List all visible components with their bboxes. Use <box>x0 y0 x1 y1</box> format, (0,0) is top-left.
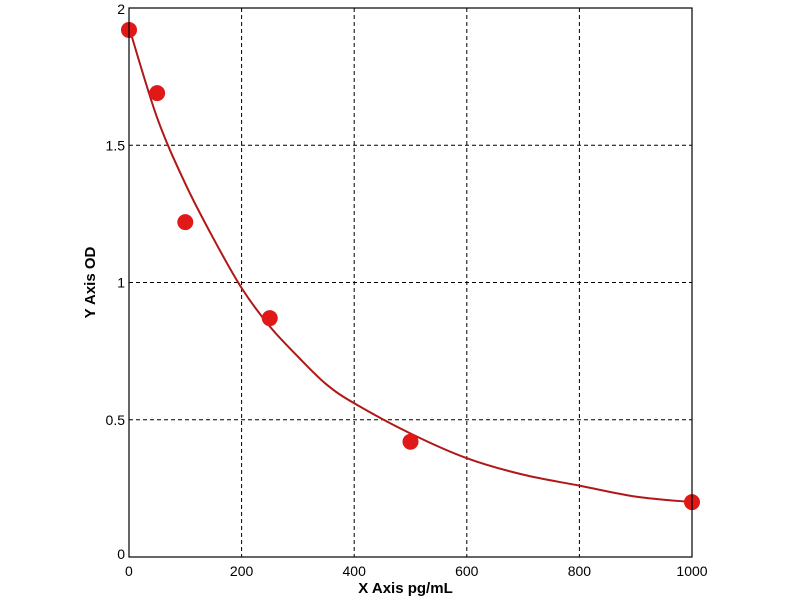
x-tick-label: 600 <box>455 563 479 579</box>
fit-curve-layer <box>128 26 693 504</box>
data-point-2 <box>177 214 194 231</box>
y-axis-title: Y Axis OD <box>82 246 99 318</box>
y-tick-label: 2 <box>117 1 125 17</box>
y-tick-label: 0 <box>117 546 125 562</box>
x-tick-label: 0 <box>125 563 133 579</box>
y-tick-label: 0.5 <box>106 412 126 428</box>
data-point-1 <box>149 85 166 102</box>
x-tick-labels: 0 200 400 600 800 1000 <box>125 563 708 579</box>
grid-lines <box>129 8 692 557</box>
x-tick-label: 800 <box>568 563 592 579</box>
y-tick-labels: 0 0.5 1 1.5 2 <box>106 1 126 562</box>
y-tick-label: 1.5 <box>106 137 126 153</box>
fit-curve <box>128 26 693 504</box>
y-tick-label: 1 <box>117 275 125 291</box>
data-point-4 <box>402 433 419 450</box>
x-tick-label: 200 <box>230 563 254 579</box>
x-tick-label: 400 <box>343 563 367 579</box>
plot-frame <box>128 7 693 558</box>
x-axis-title: X Axis pg/mL <box>358 580 452 597</box>
data-point-3 <box>261 310 278 327</box>
data-points-layer <box>121 21 700 511</box>
x-tick-label: 1000 <box>676 563 707 579</box>
